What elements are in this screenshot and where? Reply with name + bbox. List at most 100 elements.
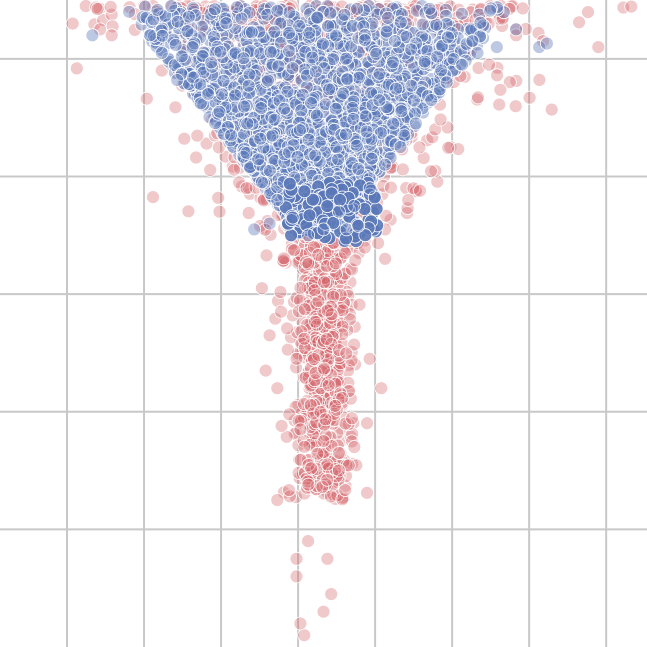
red-point xyxy=(274,304,289,319)
red-point xyxy=(122,0,137,15)
red-point xyxy=(69,61,84,76)
blue-point xyxy=(297,184,312,199)
blue-point xyxy=(417,54,432,69)
red-point xyxy=(371,236,386,251)
blue-point xyxy=(170,14,185,29)
blue-point xyxy=(240,116,255,131)
red-point xyxy=(341,363,355,378)
blue-point xyxy=(351,161,366,176)
red-point xyxy=(317,361,332,376)
blue-point xyxy=(350,1,365,16)
blue-point xyxy=(207,2,222,17)
red-point xyxy=(441,140,456,155)
red-point xyxy=(78,0,93,13)
blue-point xyxy=(339,127,353,142)
blue-point xyxy=(470,46,485,60)
red-point xyxy=(293,616,308,631)
blue-point xyxy=(308,64,323,79)
red-point xyxy=(339,346,354,361)
blue-series xyxy=(85,0,554,249)
blue-point xyxy=(282,44,297,58)
blue-point xyxy=(155,28,170,43)
red-point xyxy=(190,128,205,143)
blue-point xyxy=(150,2,165,17)
red-point xyxy=(320,457,335,472)
red-point xyxy=(311,247,326,262)
blue-point xyxy=(351,70,366,85)
red-point xyxy=(518,22,533,36)
red-point xyxy=(343,312,358,327)
red-point xyxy=(360,485,374,500)
blue-point xyxy=(267,112,282,127)
red-point xyxy=(104,28,119,43)
blue-point xyxy=(285,61,300,75)
red-point xyxy=(522,90,537,105)
blue-point xyxy=(454,6,469,21)
red-point xyxy=(425,130,440,145)
red-point xyxy=(428,163,443,178)
red-point xyxy=(490,68,505,83)
blue-point xyxy=(164,0,178,13)
blue-point xyxy=(369,47,384,61)
red-point xyxy=(270,493,285,507)
blue-point xyxy=(388,34,402,48)
red-point xyxy=(451,142,466,157)
blue-point xyxy=(302,208,317,223)
blue-point xyxy=(408,116,423,131)
red-point xyxy=(344,353,359,368)
red-point xyxy=(308,314,323,329)
red-point xyxy=(471,90,485,105)
red-point xyxy=(212,204,227,219)
blue-point xyxy=(254,101,269,115)
red-point xyxy=(346,416,361,430)
red-point xyxy=(297,628,312,643)
red-point xyxy=(360,416,374,431)
red-point xyxy=(591,40,606,54)
red-point xyxy=(337,245,352,260)
blue-point xyxy=(271,59,286,73)
blue-point xyxy=(185,40,200,54)
red-point xyxy=(572,15,586,30)
red-point xyxy=(362,351,377,366)
blue-point xyxy=(309,108,324,123)
blue-point xyxy=(292,123,307,138)
blue-point xyxy=(393,15,408,30)
red-point xyxy=(280,342,295,357)
red-point xyxy=(289,569,304,584)
red-point xyxy=(301,477,316,492)
red-point xyxy=(320,303,335,318)
blue-point xyxy=(174,49,189,64)
blue-point xyxy=(357,33,372,47)
red-point xyxy=(274,418,289,433)
blue-point xyxy=(282,26,296,40)
red-point xyxy=(332,358,347,373)
blue-point xyxy=(381,10,395,25)
blue-point xyxy=(247,222,262,237)
blue-point xyxy=(439,75,454,90)
red-point xyxy=(532,73,547,87)
blue-point xyxy=(489,40,504,54)
blue-point xyxy=(234,11,249,26)
blue-point xyxy=(336,86,351,101)
red-point xyxy=(352,297,367,312)
blue-point xyxy=(122,4,137,19)
red-point xyxy=(471,61,486,75)
blue-point xyxy=(277,101,292,116)
blue-point xyxy=(347,198,362,213)
blue-point xyxy=(316,222,331,237)
blue-point xyxy=(441,30,455,45)
red-point xyxy=(318,412,333,427)
blue-point xyxy=(331,152,346,167)
red-point xyxy=(395,162,410,177)
blue-point xyxy=(241,78,256,93)
red-point xyxy=(288,490,303,505)
blue-point xyxy=(397,128,412,143)
blue-point xyxy=(251,152,266,167)
blue-point xyxy=(305,50,320,65)
blue-point xyxy=(430,49,445,64)
red-point xyxy=(345,411,359,426)
red-point xyxy=(316,434,331,449)
blue-point xyxy=(219,16,234,31)
